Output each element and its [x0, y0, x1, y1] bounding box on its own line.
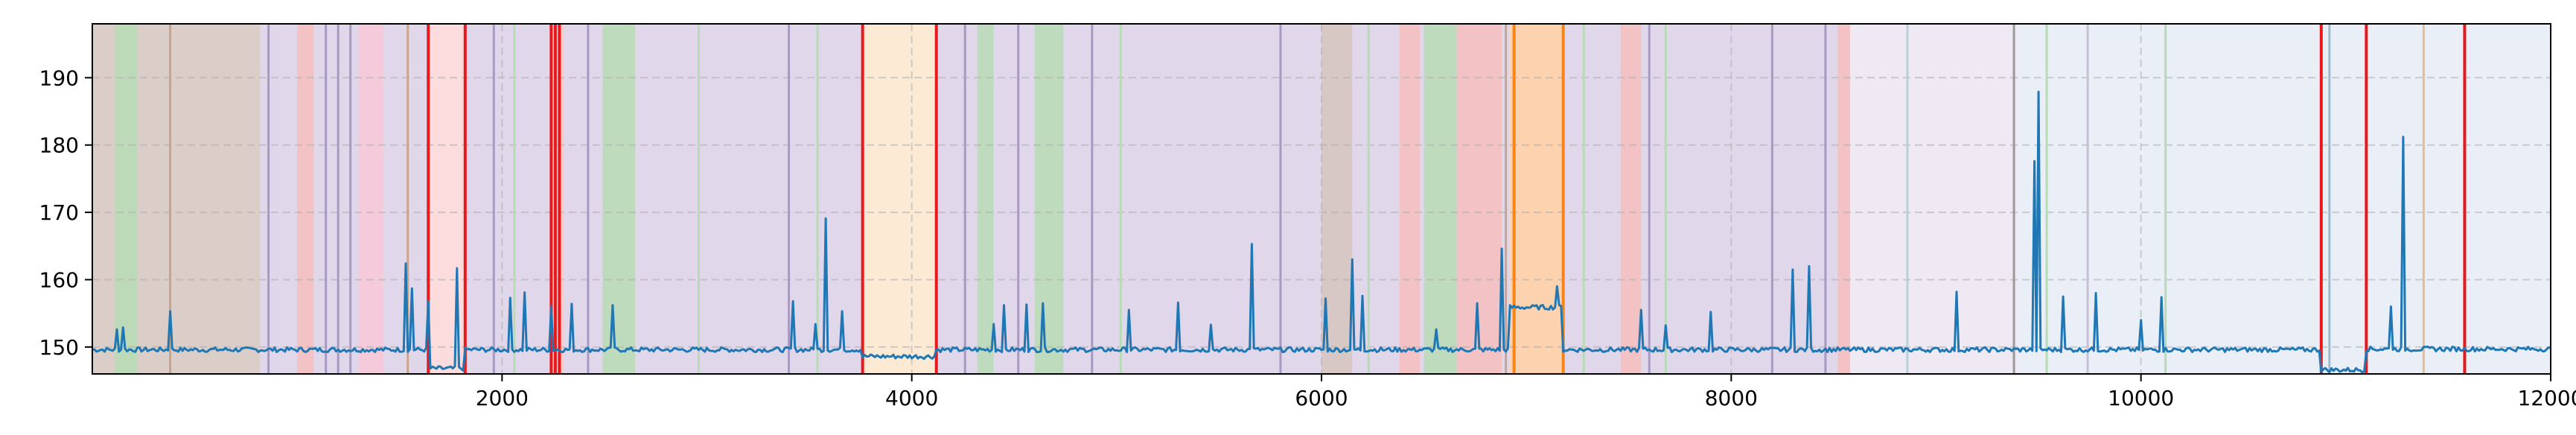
- series-line-0: [92, 90, 2551, 374]
- background-span-18: [1510, 24, 1563, 374]
- y-tick-label-1: 160: [39, 267, 79, 292]
- x-tick-label-3: 8000: [1705, 386, 1758, 410]
- background-span-24: [2321, 24, 2367, 374]
- x-tick-label-1: 4000: [885, 386, 938, 410]
- background-span-5: [428, 24, 465, 374]
- background-span-10: [862, 24, 937, 374]
- background-span-22: [1849, 24, 2018, 374]
- background-span-19: [1563, 24, 1850, 374]
- y-tick-label-0: 150: [39, 335, 79, 360]
- background-span-25: [2366, 24, 2551, 374]
- x-tick-label-2: 6000: [1295, 386, 1348, 410]
- axis-ticks: 2000 4000 6000 8000 10000 12000 150 160 170 180 19…: [39, 66, 2576, 410]
- background-span-9: [602, 24, 636, 374]
- grid-lines: [92, 24, 2551, 374]
- background-span-17: [1456, 24, 1502, 374]
- y-tick-label-2: 170: [39, 200, 79, 225]
- background-span-4: [358, 24, 383, 374]
- background-span-7: [551, 24, 564, 374]
- background-span-21: [1837, 24, 1850, 374]
- background-span-2: [260, 24, 429, 374]
- x-tick-label-5: 12000: [2517, 386, 2576, 410]
- y-tick-label-4: 190: [39, 66, 79, 90]
- background-span-1: [115, 24, 138, 374]
- x-tick-label-4: 10000: [2108, 386, 2174, 410]
- y-tick-label-3: 180: [39, 133, 79, 158]
- background-span-3: [297, 24, 314, 374]
- background-span-23: [2018, 24, 2321, 374]
- background-span-16: [1424, 24, 1457, 374]
- background-span-6: [465, 24, 552, 374]
- x-tick-label-0: 2000: [476, 386, 529, 410]
- background-span-15: [1399, 24, 1421, 374]
- series-layer: [92, 90, 2551, 374]
- background-span-20: [1620, 24, 1642, 374]
- background-span-12: [977, 24, 994, 374]
- background-span-13: [1034, 24, 1064, 374]
